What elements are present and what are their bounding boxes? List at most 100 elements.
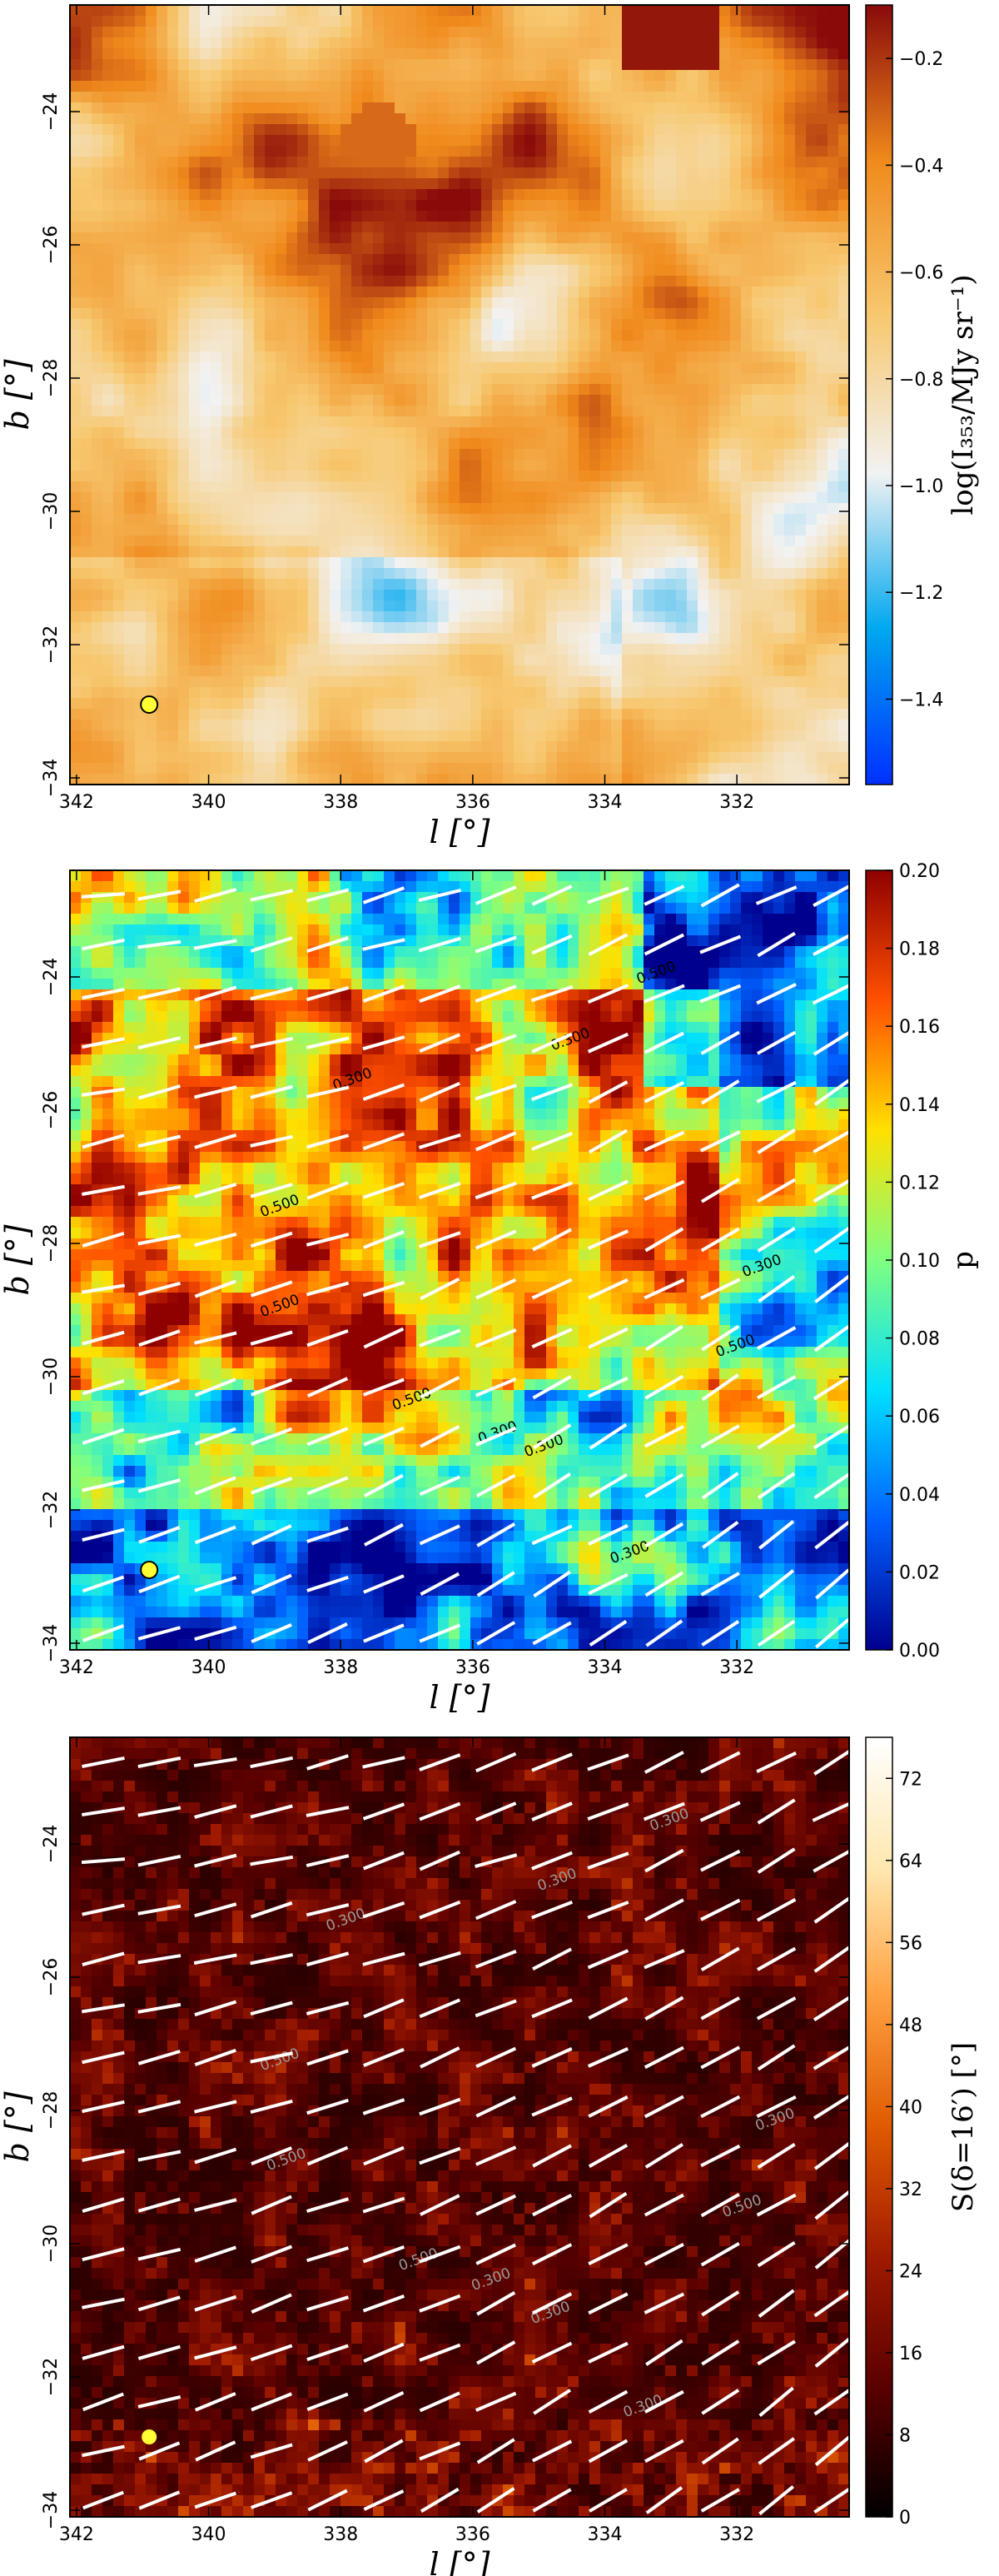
polarization-vector — [531, 2046, 573, 2068]
polarization-vector — [758, 1274, 796, 1303]
polarization-vector — [306, 1181, 349, 1200]
polarization-vector — [700, 1227, 740, 1253]
colorbar-tick-label: 0.10 — [899, 1251, 940, 1272]
polarization-vector — [250, 1330, 293, 1346]
y-tick-label: −28 — [41, 2091, 62, 2130]
polarization-vector — [644, 1751, 684, 1774]
polarization-vector — [362, 984, 405, 1003]
polarization-vector — [587, 984, 629, 1004]
polarization-vector — [757, 931, 796, 958]
polarization-vector — [475, 2243, 516, 2265]
colorbar-tick-label: −0.2 — [899, 49, 943, 70]
polarization-vector — [194, 1085, 237, 1099]
polarization-vector — [306, 1036, 350, 1049]
polarization-vector — [306, 1951, 350, 1967]
polarization-vector — [814, 1617, 849, 1649]
polarization-vector — [306, 1427, 349, 1447]
colorbar-tick-label: 0.18 — [899, 939, 940, 960]
polarization-vector — [644, 1324, 683, 1352]
polarization-vector — [420, 1572, 460, 1597]
polarization-vector — [81, 1087, 126, 1097]
polarization-vector — [757, 1798, 796, 1825]
polarization-vector — [137, 987, 181, 1000]
polarization-vector — [137, 2395, 181, 2409]
polarization-vector — [588, 1523, 629, 1546]
colorbar-tick-label: 0.12 — [899, 1173, 940, 1193]
polarization-vector — [532, 2144, 572, 2168]
polarization-vector — [756, 1946, 797, 1971]
colorbar-tick-label: −0.4 — [899, 156, 943, 177]
polarization-vector — [644, 2193, 684, 2217]
polarization-vector — [250, 2051, 294, 2064]
polarization-vector — [363, 2047, 405, 2067]
y-tick-label: −26 — [41, 1091, 62, 1129]
polarization-vector — [758, 1569, 795, 1599]
polarization-vector — [813, 1849, 849, 1873]
polarization-vector — [194, 1378, 236, 1398]
polarization-vector — [194, 2198, 237, 2212]
polarization-vector — [532, 2488, 572, 2513]
polarization-vector — [419, 1033, 461, 1053]
polarization-vector — [363, 2489, 405, 2511]
polarization-vector — [363, 2391, 405, 2413]
polarization-vector — [701, 1620, 740, 1647]
polarization-vector — [363, 1623, 405, 1643]
polarization-vector — [362, 886, 405, 904]
polarization-vector — [82, 2197, 125, 2213]
polarization-vector — [418, 889, 462, 902]
polarization-vector — [250, 1756, 294, 1769]
polarization-vector — [137, 1185, 181, 1196]
polarization-vector — [137, 1954, 181, 1965]
polarization-vector — [531, 1083, 574, 1102]
polarization-vector — [476, 2291, 516, 2316]
polarization-vector — [700, 1996, 740, 2020]
polarization-vector — [419, 2294, 461, 2313]
x-tick-label: 334 — [588, 792, 623, 813]
colorbar-tick-label: 56 — [899, 1933, 922, 1954]
colorbar — [865, 1736, 893, 2518]
polarization-vector — [701, 2290, 740, 2317]
polarization-vector — [137, 1281, 181, 1297]
polarization-vector — [813, 2045, 849, 2070]
polarization-vector — [250, 1804, 293, 1819]
polarization-vector — [251, 1378, 293, 1397]
polarization-vector — [195, 2440, 236, 2462]
polarization-vector — [533, 1570, 571, 1598]
polarization-vector — [476, 1621, 516, 1646]
polarization-vector — [306, 1526, 349, 1543]
polarization-vector — [813, 2094, 849, 2120]
polarization-vector — [812, 1801, 849, 1822]
polarization-vector — [306, 2246, 349, 2263]
colorbar-tick-label: −1.2 — [899, 583, 943, 604]
polarization-vector — [82, 1951, 125, 1967]
polarization-vector — [419, 2245, 461, 2264]
polarization-vector — [475, 885, 517, 905]
polarization-vector — [757, 2044, 796, 2071]
polarization-vector — [194, 2294, 237, 2312]
polarization-vector — [138, 1378, 181, 1397]
polarization-vector — [475, 2145, 517, 2166]
colorbar-label: p — [947, 1251, 980, 1269]
polarization-vector — [194, 887, 237, 904]
polarization-vector — [701, 1324, 740, 1352]
polarization-vector — [700, 1898, 741, 1921]
polarization-vector — [250, 2099, 293, 2115]
y-tick-label: −26 — [41, 1958, 62, 1996]
polarization-vector — [758, 1472, 796, 1500]
polarization-vector — [194, 2000, 237, 2017]
polarization-vector — [532, 1423, 572, 1450]
polarization-vector — [82, 1756, 125, 1769]
polarization-vector — [82, 1134, 125, 1149]
polarization-vector — [699, 984, 742, 1004]
polarization-vector — [530, 984, 574, 1003]
y-axis-label: b [°] — [0, 2091, 36, 2162]
polarization-vector — [194, 1279, 236, 1298]
polarization-vector — [82, 2003, 125, 2014]
polarization-vector — [194, 2245, 237, 2263]
polarization-vector — [362, 1182, 405, 1199]
polarization-vector — [701, 1472, 739, 1500]
polarization-vector — [813, 1226, 849, 1254]
polarization-vector — [532, 1228, 572, 1252]
polarization-vector — [644, 1848, 684, 1873]
polarization-vector — [250, 1084, 293, 1099]
